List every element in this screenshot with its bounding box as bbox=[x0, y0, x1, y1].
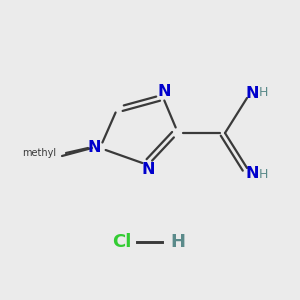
Text: H: H bbox=[170, 233, 185, 251]
Text: H: H bbox=[258, 169, 268, 182]
Text: N: N bbox=[157, 85, 171, 100]
Text: H: H bbox=[258, 86, 268, 100]
Text: N: N bbox=[245, 85, 259, 100]
Text: Cl: Cl bbox=[112, 233, 132, 251]
Text: N: N bbox=[87, 140, 101, 155]
Text: methyl: methyl bbox=[22, 148, 56, 158]
Text: N: N bbox=[141, 163, 155, 178]
Text: N: N bbox=[245, 166, 259, 181]
